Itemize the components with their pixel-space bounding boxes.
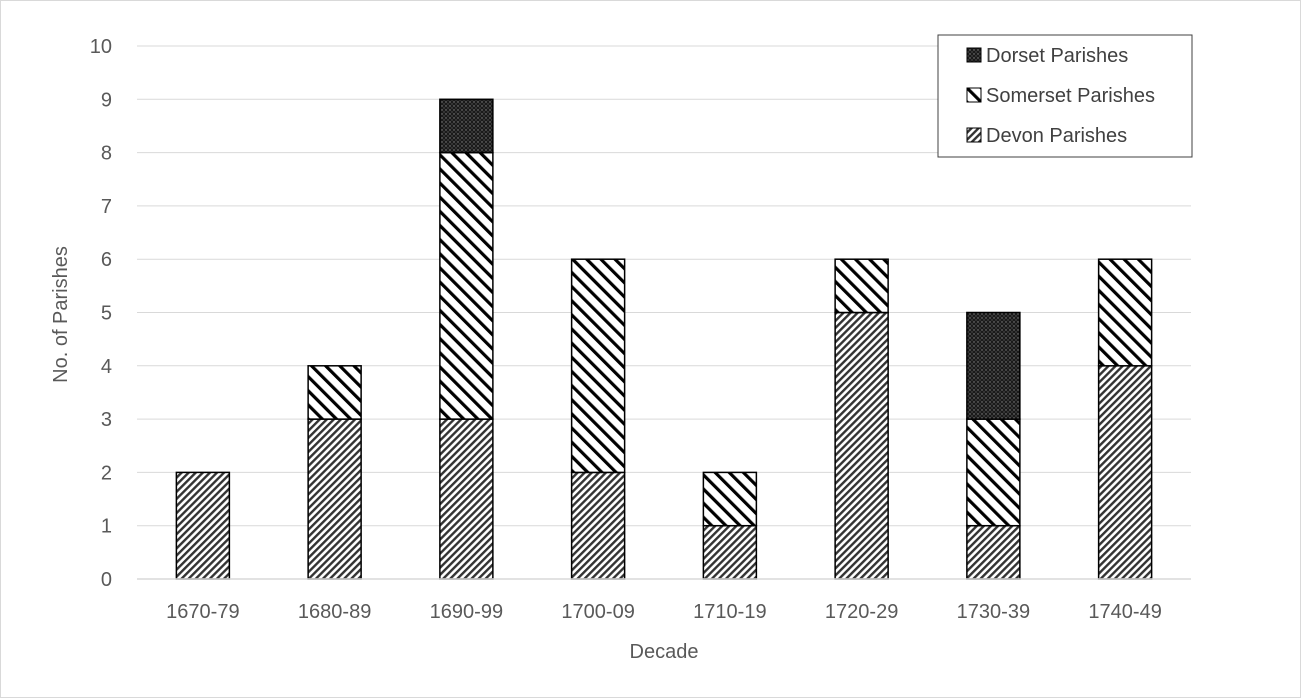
x-tick-label: 1720-29 [825, 601, 898, 623]
bar-somerset-parishes-1690-99 [439, 151, 494, 420]
legend-swatch-devon-parishes [966, 127, 982, 143]
legend-label-somerset-parishes: Somerset Parishes [986, 85, 1155, 107]
legend-label-devon-parishes: Devon Parishes [986, 125, 1127, 147]
y-axis-ticks: 0 1 2 3 4 5 6 7 8 9 10 [90, 36, 112, 591]
bar-dorset-parishes-1690-99 [439, 98, 494, 154]
bar-devon-parishes-1700-09 [570, 471, 626, 580]
legend-swatch-somerset-parishes [966, 87, 982, 103]
bar-somerset-parishes-1730-39 [966, 418, 1021, 527]
y-tick-label: 7 [101, 196, 112, 218]
x-tick-label: 1740-49 [1088, 601, 1161, 623]
bar-devon-parishes-1720-29 [834, 311, 889, 580]
x-tick-label: 1700-09 [561, 601, 634, 623]
y-tick-label: 5 [101, 303, 112, 325]
bar-devon-parishes-1670-79 [175, 471, 231, 580]
y-tick-label: 3 [101, 409, 112, 431]
y-tick-label: 6 [101, 249, 112, 271]
legend-swatch-dorset-parishes [966, 47, 982, 63]
x-axis-ticks: 1670-79 1680-89 1690-99 1700-09 1710-19 1720-… [166, 601, 1162, 623]
y-tick-label: 4 [101, 356, 112, 378]
bar-somerset-parishes-1720-29 [834, 258, 889, 314]
x-tick-label: 1680-89 [298, 601, 371, 623]
bar-devon-parishes-1730-39 [966, 524, 1021, 580]
bar-somerset-parishes-1740-49 [1097, 258, 1153, 367]
bar-devon-parishes-1740-49 [1097, 365, 1153, 580]
y-tick-label: 9 [101, 89, 112, 111]
bar-devon-parishes-1690-99 [439, 418, 494, 580]
bar-dorset-parishes-1730-39 [966, 311, 1021, 420]
x-tick-label: 1730-39 [957, 601, 1030, 623]
bar-somerset-parishes-1700-09 [570, 258, 626, 474]
legend-label-dorset-parishes: Dorset Parishes [986, 45, 1128, 67]
bar-devon-parishes-1680-89 [307, 418, 362, 580]
y-tick-label: 2 [101, 462, 112, 484]
x-tick-label: 1690-99 [430, 601, 503, 623]
y-tick-label: 10 [90, 36, 112, 58]
y-tick-label: 1 [101, 516, 112, 538]
bar-somerset-parishes-1710-19 [702, 471, 758, 527]
x-axis-title: Decade [630, 641, 699, 663]
y-axis-title: No. of Parishes [50, 246, 72, 383]
x-tick-label: 1710-19 [693, 601, 766, 623]
bars [175, 98, 1153, 580]
x-tick-label: 1670-79 [166, 601, 239, 623]
legend: Dorset Parishes Somerset Parishes Devon Pa… [937, 34, 1193, 158]
y-tick-label: 8 [101, 143, 112, 165]
bar-somerset-parishes-1680-89 [307, 365, 362, 420]
bar-devon-parishes-1710-19 [702, 524, 758, 580]
y-tick-label: 0 [101, 569, 112, 591]
